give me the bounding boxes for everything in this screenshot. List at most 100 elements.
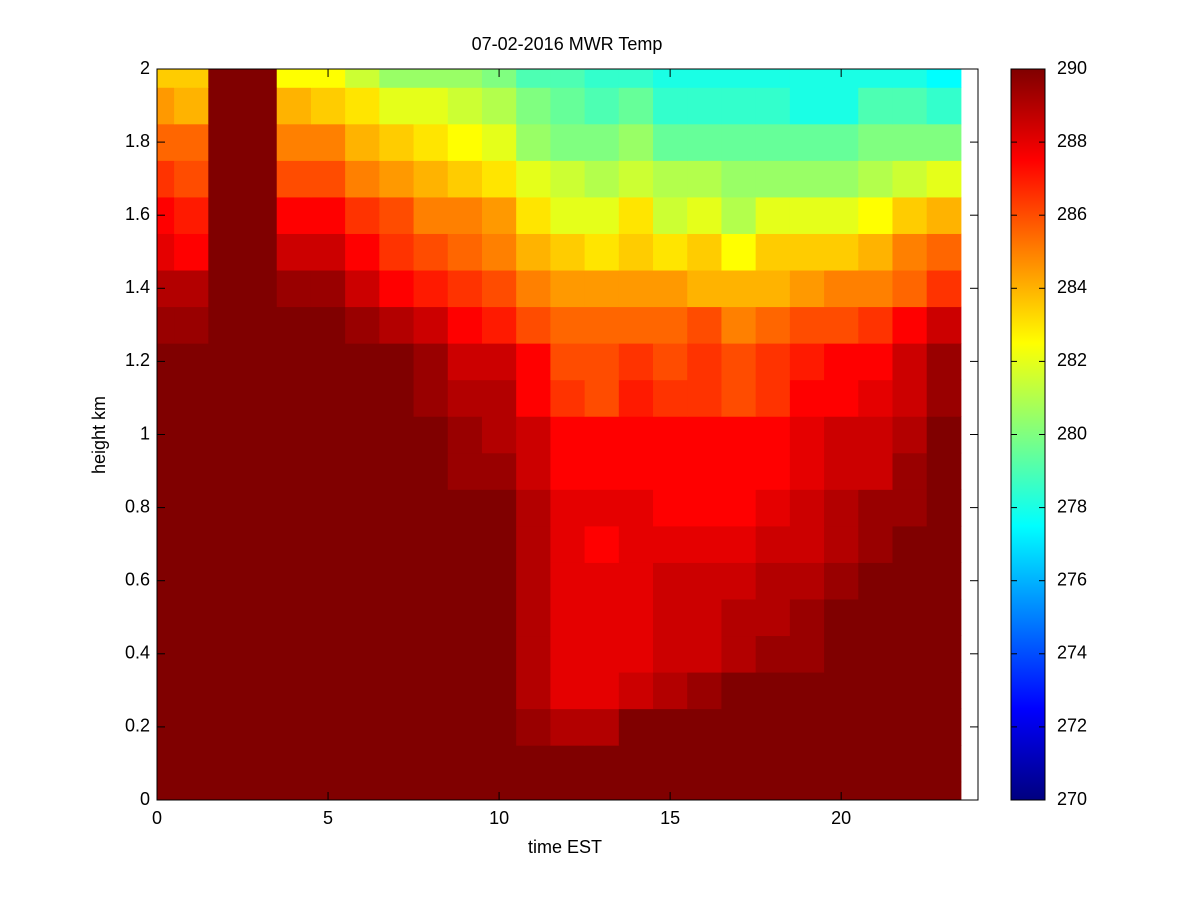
x-axis-label: time EST (528, 837, 602, 857)
heatmap-cell (157, 270, 175, 308)
heatmap-cell (157, 781, 175, 801)
heatmap-cell (174, 306, 209, 344)
heatmap-cell (157, 69, 175, 88)
heatmap-cell (721, 87, 757, 125)
heatmap-cell (926, 233, 962, 271)
heatmap-cell (755, 270, 791, 308)
heatmap-cell (789, 270, 825, 308)
heatmap-cell (345, 452, 380, 490)
heatmap-cell (481, 489, 517, 527)
heatmap-cell (926, 598, 962, 637)
heatmap-cell (208, 87, 244, 125)
colorbar-tick-label: 282 (1057, 350, 1087, 370)
heatmap-cell (687, 416, 722, 454)
heatmap-cell (208, 379, 244, 417)
heatmap-cell (721, 69, 757, 88)
heatmap-cell (276, 87, 312, 125)
heatmap-cell (653, 123, 688, 161)
heatmap-cell (242, 123, 278, 161)
heatmap-cell (516, 196, 551, 234)
heatmap-cell (157, 525, 175, 563)
heatmap-cell (345, 379, 380, 417)
heatmap-cell (721, 525, 757, 563)
heatmap-cell (413, 745, 449, 783)
heatmap-cell (516, 416, 551, 454)
heatmap-cell (618, 270, 654, 308)
heatmap-cell (345, 635, 380, 673)
heatmap-cell (653, 306, 688, 344)
heatmap-cell (481, 525, 517, 563)
heatmap-cell (174, 416, 209, 454)
heatmap-cell (892, 343, 928, 381)
heatmap-cell (858, 379, 893, 417)
heatmap-cell (310, 379, 346, 417)
heatmap-cell (310, 270, 346, 308)
heatmap-cell (310, 745, 346, 783)
heatmap-cell (858, 196, 893, 234)
heatmap-cell (584, 343, 620, 381)
heatmap-cell (379, 562, 415, 600)
heatmap-cell (447, 708, 483, 746)
y-tick-label: 0.8 (125, 496, 150, 516)
heatmap-cell (345, 562, 380, 600)
heatmap-cell (721, 306, 757, 344)
heatmap-cell (345, 525, 380, 563)
heatmap-cell (208, 416, 244, 454)
heatmap-cell (516, 745, 551, 783)
heatmap-cell (892, 123, 928, 161)
heatmap-cell (413, 233, 449, 271)
heatmap-cell (892, 489, 928, 527)
heatmap-cell (447, 745, 483, 783)
heatmap-cell (310, 635, 346, 673)
heatmap-cell (208, 306, 244, 344)
heatmap-cell (174, 672, 209, 710)
heatmap-cell (550, 489, 586, 527)
heatmap-cell (345, 708, 380, 746)
colorbar-tick-label: 274 (1057, 643, 1087, 663)
heatmap-cell (379, 452, 415, 490)
heatmap-cell (310, 306, 346, 344)
heatmap-cell (926, 525, 962, 563)
heatmap-cell (174, 708, 209, 746)
heatmap-cell (310, 87, 346, 125)
heatmap-cell (721, 489, 757, 527)
heatmap-cell (858, 69, 893, 88)
heatmap-cell (926, 123, 962, 161)
heatmap-cell (824, 306, 859, 344)
heatmap-cell (721, 196, 757, 234)
heatmap-cell (584, 708, 620, 746)
heatmap-cell (653, 233, 688, 271)
y-tick-label: 1.6 (125, 204, 150, 224)
heatmap-cell (755, 525, 791, 563)
colorbar-tick-label: 286 (1057, 204, 1087, 224)
heatmap-cell (157, 343, 175, 381)
heatmap-cell (892, 233, 928, 271)
heatmap-cell (310, 672, 346, 710)
heatmap-cell (789, 598, 825, 637)
heatmap-cell (687, 379, 722, 417)
heatmap-cell (892, 598, 928, 637)
heatmap-cell (447, 196, 483, 234)
heatmap-cell (157, 87, 175, 125)
heatmap-cell (516, 672, 551, 710)
heatmap-cell (208, 489, 244, 527)
heatmap-cell (379, 489, 415, 527)
heatmap-cell (892, 416, 928, 454)
heatmap-cell (157, 452, 175, 490)
heatmap-cell (858, 270, 893, 308)
x-tick-label: 0 (152, 808, 162, 828)
heatmap-cell (157, 562, 175, 600)
heatmap-cell (618, 452, 654, 490)
heatmap-cell (310, 123, 346, 161)
heatmap-cell (926, 69, 962, 88)
heatmap-cell (789, 123, 825, 161)
heatmap-cell (379, 233, 415, 271)
heatmap-cell (516, 562, 551, 600)
heatmap-cell (550, 69, 586, 88)
heatmap-cell (208, 69, 244, 88)
heatmap-cell (824, 123, 859, 161)
heatmap-cell (584, 635, 620, 673)
heatmap-cell (824, 635, 859, 673)
heatmap-cell (481, 452, 517, 490)
heatmap-cell (345, 306, 380, 344)
